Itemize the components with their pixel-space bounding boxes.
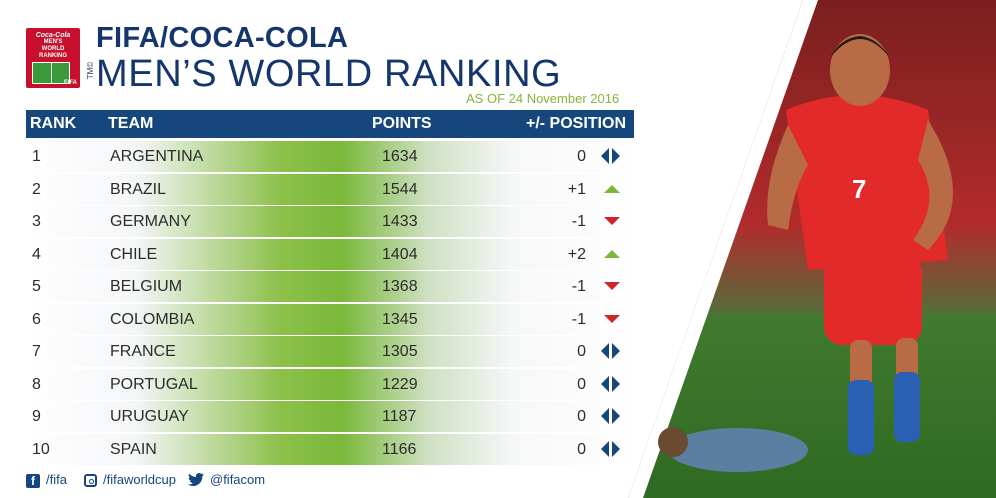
team-cell: COLOMBIA xyxy=(110,310,195,328)
table-row: 6 COLOMBIA 1345 -1 xyxy=(26,303,634,335)
social-facebook[interactable]: f/fifa xyxy=(26,472,67,488)
facebook-handle: /fifa xyxy=(46,472,67,487)
team-cell: URUGUAY xyxy=(110,408,189,425)
points-cell: 1166 xyxy=(382,440,417,458)
arrow-up-icon xyxy=(600,245,622,263)
change-cell: 0 xyxy=(577,148,586,165)
points-cell: 1433 xyxy=(382,213,418,230)
shirt-number: 7 xyxy=(852,174,866,204)
header-rank: RANK xyxy=(30,115,77,132)
change-cell: -1 xyxy=(571,278,586,295)
table-row: 7 FRANCE 1305 0 xyxy=(26,336,634,367)
twitter-icon xyxy=(188,472,204,489)
as-of-date: AS OF 24 November 2016 xyxy=(466,91,620,106)
team-cell: ARGENTINA xyxy=(110,148,204,165)
no-change-icon xyxy=(600,440,622,458)
team-cell: FRANCE xyxy=(110,343,176,360)
table-row: 4 CHILE 1404 +2 xyxy=(26,238,634,270)
logo-fifa: FIFA xyxy=(64,80,77,86)
player-photo: 7 xyxy=(628,0,996,498)
change-cell: 0 xyxy=(577,375,586,393)
points-cell: 1345 xyxy=(382,310,418,328)
team-cell: CHILE xyxy=(110,245,158,263)
table-row: 10 SPAIN 1166 0 xyxy=(26,433,634,465)
change-cell: +2 xyxy=(567,245,586,263)
header-position-change: +/- POSITION xyxy=(525,115,626,132)
arrow-down-icon xyxy=(600,212,622,230)
change-cell: 0 xyxy=(577,343,586,360)
points-cell: 1634 xyxy=(382,148,418,165)
rank-cell: 5 xyxy=(32,278,41,295)
rank-cell: 6 xyxy=(32,310,41,328)
points-cell: 1305 xyxy=(382,343,418,360)
table-row: 8 PORTUGAL 1229 0 xyxy=(26,368,634,400)
logo-line-ranking: RANKING xyxy=(39,53,67,59)
change-cell: -1 xyxy=(571,213,586,230)
change-cell: +1 xyxy=(567,180,586,198)
team-cell: GERMANY xyxy=(110,213,191,230)
rank-cell: 9 xyxy=(32,408,41,425)
team-cell: SPAIN xyxy=(110,440,157,458)
no-change-icon xyxy=(600,375,622,393)
points-cell: 1187 xyxy=(382,408,417,425)
header-points: POINTS xyxy=(372,115,432,132)
title-brand: FIFA/COCA-COLA xyxy=(96,22,349,54)
header-team: TEAM xyxy=(108,115,154,132)
pitch-icon xyxy=(32,62,70,84)
arrow-up-icon xyxy=(600,180,622,198)
table-row: 2 BRAZIL 1544 +1 xyxy=(26,173,634,205)
title-ranking: MEN’S WORLD RANKING xyxy=(96,53,562,95)
points-cell: 1229 xyxy=(382,375,418,393)
arrow-down-icon xyxy=(600,277,622,295)
instagram-handle: /fifaworldcup xyxy=(103,472,176,487)
points-cell: 1404 xyxy=(382,245,418,263)
twitter-handle: @fifacom xyxy=(210,472,266,487)
rank-cell: 8 xyxy=(32,375,41,393)
rank-cell: 2 xyxy=(32,180,41,198)
no-change-icon xyxy=(600,407,622,425)
rank-cell: 7 xyxy=(32,343,41,360)
change-cell: -1 xyxy=(571,310,586,328)
points-cell: 1368 xyxy=(382,278,418,295)
facebook-icon: f xyxy=(26,473,40,488)
player-figure: 7 xyxy=(767,34,953,455)
change-cell: 0 xyxy=(577,440,586,458)
rank-cell: 4 xyxy=(32,245,41,263)
ranking-table-body: 1 ARGENTINA 1634 0 2 BRAZIL 1544 +1 3 GE… xyxy=(26,141,634,466)
table-row: 1 ARGENTINA 1634 0 xyxy=(26,141,634,172)
team-cell: BELGIUM xyxy=(110,278,183,295)
rank-cell: 1 xyxy=(32,148,41,165)
social-instagram[interactable]: /fifaworldcup xyxy=(84,472,176,488)
coca-cola-ranking-logo: Coca-Cola MEN'S WORLD RANKING FIFA xyxy=(26,28,80,88)
rank-cell: 10 xyxy=(32,440,50,458)
team-cell: PORTUGAL xyxy=(110,375,198,393)
arrow-down-icon xyxy=(600,310,622,328)
instagram-icon xyxy=(84,474,97,488)
change-cell: 0 xyxy=(577,408,586,425)
table-row: 9 URUGUAY 1187 0 xyxy=(26,401,634,432)
no-change-icon xyxy=(600,342,622,360)
table-header: RANK TEAM POINTS +/- POSITION xyxy=(26,110,634,138)
table-row: 3 GERMANY 1433 -1 xyxy=(26,206,634,237)
table-row: 5 BELGIUM 1368 -1 xyxy=(26,271,634,302)
no-change-icon xyxy=(600,147,622,165)
trademark: TM© xyxy=(86,61,96,80)
points-cell: 1544 xyxy=(382,180,418,198)
logo-line-world: WORLD xyxy=(41,46,65,52)
team-cell: BRAZIL xyxy=(110,180,167,198)
fallen-player xyxy=(668,428,808,472)
logo-line-mens: MEN'S xyxy=(43,39,63,45)
logo-line-brand: Coca-Cola xyxy=(35,32,71,39)
social-twitter[interactable]: @fifacom xyxy=(188,472,265,489)
rank-cell: 3 xyxy=(32,213,41,230)
